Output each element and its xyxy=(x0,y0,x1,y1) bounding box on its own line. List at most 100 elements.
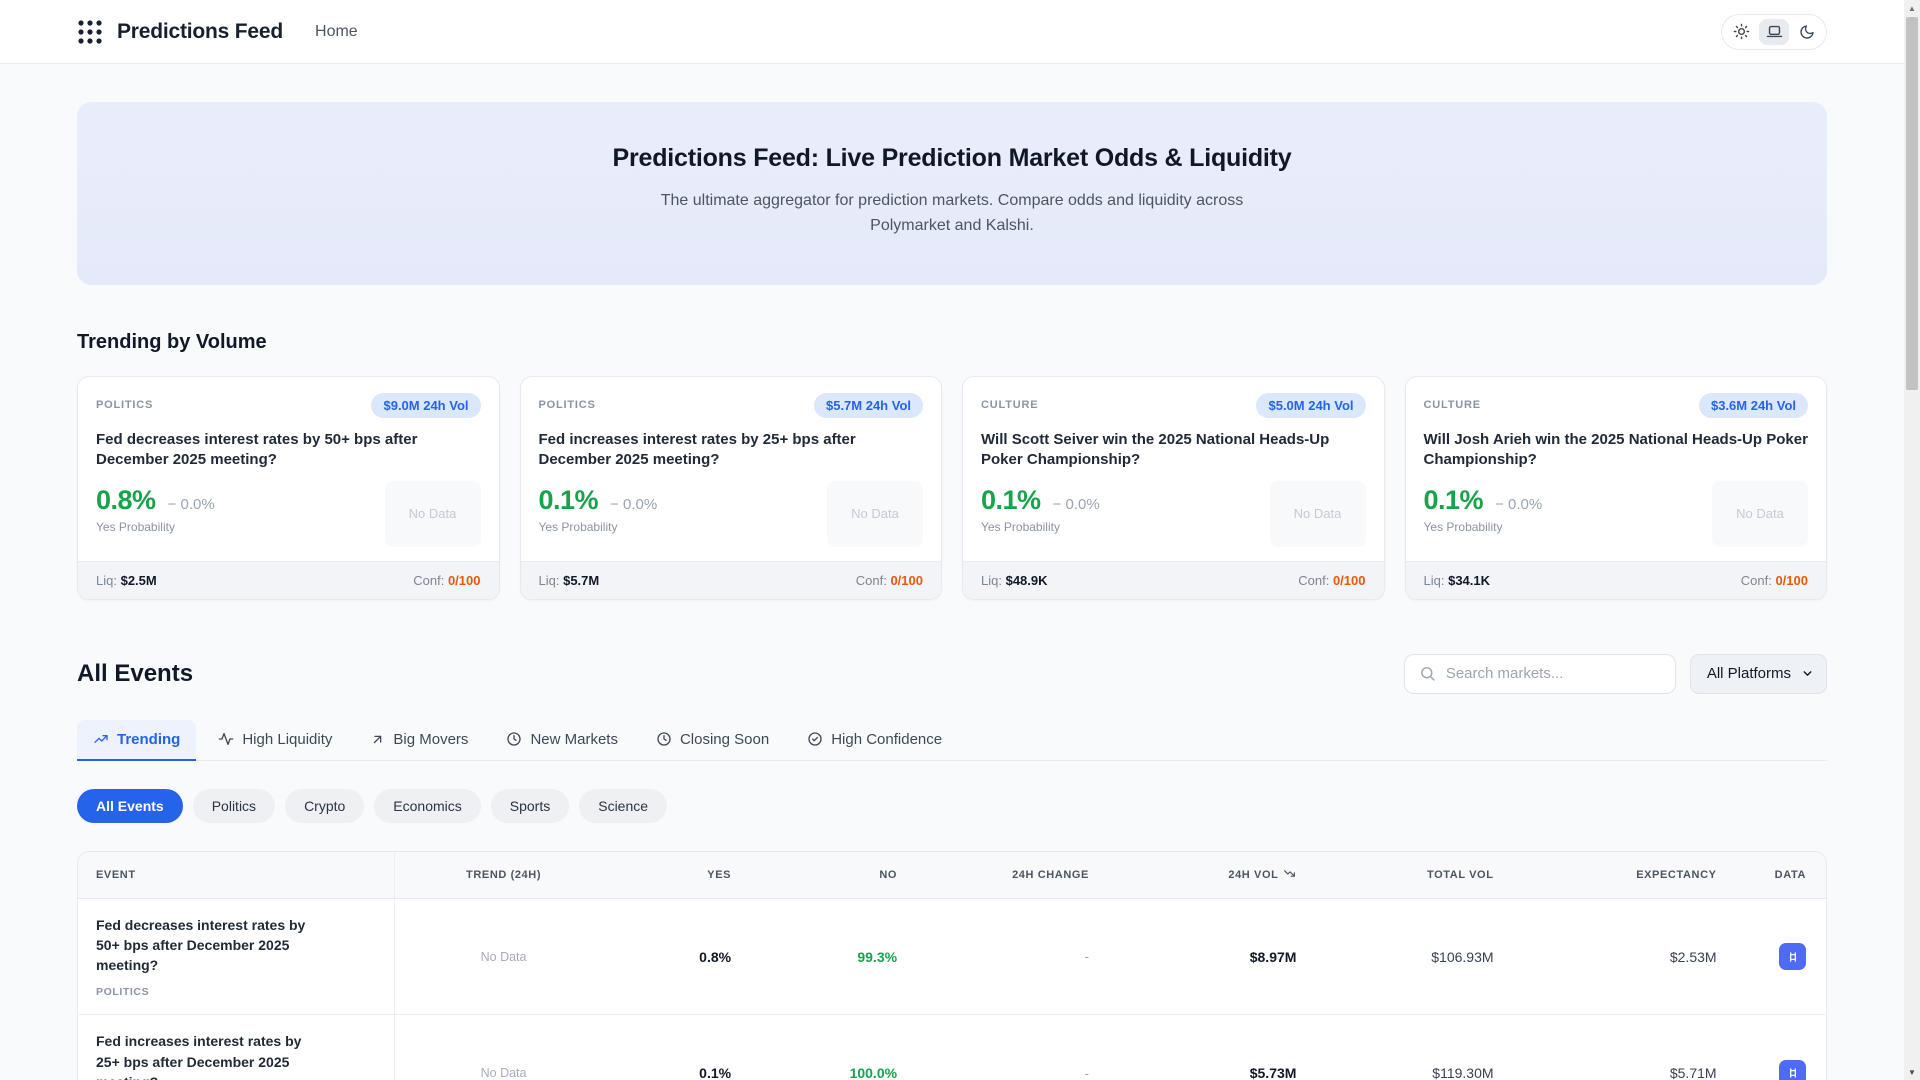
tab-closing-soon[interactable]: Closing Soon xyxy=(640,720,785,761)
filter-sports[interactable]: Sports xyxy=(490,788,570,823)
trending-up-icon xyxy=(94,735,108,744)
trending-card[interactable]: CULTURE $3.6M 24h Vol Will Josh Arieh wi… xyxy=(1404,375,1827,600)
scrollbar-up-arrow[interactable]: ▲ xyxy=(1908,3,1916,13)
scrollbar-down-arrow[interactable]: ▼ xyxy=(1908,1067,1916,1077)
column-header-yes: YES xyxy=(612,851,748,899)
search-input[interactable] xyxy=(1445,665,1661,683)
column-header-no: NO xyxy=(747,851,914,899)
table-row[interactable]: Fed increases interest rates by 25+ bps … xyxy=(78,1014,1826,1080)
check-circle-icon xyxy=(808,732,822,746)
platform-filter-select[interactable]: All Platforms xyxy=(1689,653,1827,694)
clock-icon xyxy=(507,732,522,746)
liquidity-label: Liq: xyxy=(1423,572,1445,588)
column-header-expectancy: EXPECTANCY xyxy=(1509,851,1733,899)
no-cell: 100.0% xyxy=(747,1014,914,1080)
liquidity-value: $34.1K xyxy=(1448,572,1491,588)
arrow-up-right-icon xyxy=(374,735,382,743)
vertical-scrollbar[interactable]: ▲ ▼ xyxy=(1904,0,1920,1080)
scrollbar-thumb[interactable] xyxy=(1906,17,1918,390)
trending-card[interactable]: CULTURE $5.0M 24h Vol Will Scott Seiver … xyxy=(962,375,1385,600)
confidence-value: 0/100 xyxy=(447,572,481,588)
trending-cards: POLITICS $9.0M 24h Vol Fed decreases int… xyxy=(77,375,1827,600)
filter-crypto[interactable]: Crypto xyxy=(285,788,365,823)
column-header-data: DATA xyxy=(1732,851,1826,899)
filter-economics[interactable]: Economics xyxy=(374,788,481,823)
yes-cell: 0.1% xyxy=(612,1014,748,1080)
volume-badge: $9.0M 24h Vol xyxy=(371,392,481,418)
column-header-change: 24H CHANGE xyxy=(913,851,1105,899)
liquidity-value: $48.9K xyxy=(1005,572,1048,588)
card-title: Will Josh Arieh win the 2025 National He… xyxy=(1423,430,1808,468)
liquidity-value: $5.7M xyxy=(563,572,600,588)
tab-high-confidence[interactable]: High Confidence xyxy=(791,720,958,761)
yes-cell: 0.8% xyxy=(612,898,748,1016)
tab-big-movers[interactable]: Big Movers xyxy=(354,720,484,761)
nav-link-home[interactable]: Home xyxy=(315,22,358,40)
view-data-button[interactable] xyxy=(1779,943,1806,971)
tab-label: Closing Soon xyxy=(679,730,770,748)
view-tabs: Trending High Liquidity Big Movers New M… xyxy=(77,719,1827,761)
search-box xyxy=(1403,653,1676,694)
liquidity-label: Liq: xyxy=(538,572,560,588)
events-table: EVENT TREND (24H) YES NO 24H CHANGE 24H … xyxy=(78,851,1826,1080)
theme-toggle xyxy=(1721,13,1827,50)
search-icon xyxy=(1420,667,1435,681)
yes-probability-value: 0.1% xyxy=(981,484,1041,515)
yes-probability-label: Yes Probability xyxy=(96,519,175,534)
sun-icon[interactable] xyxy=(1726,19,1756,45)
vol24h-cell: $8.97M xyxy=(1104,898,1313,1016)
column-header-vol24h-label: 24H VOL xyxy=(1228,868,1279,881)
confidence-value: 0/100 xyxy=(890,572,923,588)
confidence-label: Conf: xyxy=(855,572,887,588)
total-vol-cell: $119.30M xyxy=(1312,1014,1510,1080)
activity-icon xyxy=(219,733,234,746)
trending-card[interactable]: POLITICS $5.7M 24h Vol Fed increases int… xyxy=(519,375,942,600)
card-footer: Liq: $5.7M Conf: 0/100 xyxy=(520,560,941,599)
tab-high-liquidity[interactable]: High Liquidity xyxy=(202,720,348,761)
liquidity-label: Liq: xyxy=(96,572,117,588)
filter-all-events[interactable]: All Events xyxy=(77,788,183,823)
column-header-total: TOTAL VOL xyxy=(1312,851,1510,899)
chart-icon xyxy=(1789,1068,1796,1079)
hero-banner: Predictions Feed: Live Prediction Market… xyxy=(77,102,1827,285)
sparkline-placeholder: No Data xyxy=(1269,480,1366,547)
laptop-icon[interactable] xyxy=(1759,18,1789,45)
filter-politics[interactable]: Politics xyxy=(192,788,276,823)
yes-probability-value: 0.8% xyxy=(96,484,156,515)
card-footer: Liq: $34.1K Conf: 0/100 xyxy=(1405,560,1826,599)
confidence-label: Conf: xyxy=(1298,572,1330,588)
yes-probability-label: Yes Probability xyxy=(1423,519,1503,534)
card-title: Fed increases interest rates by 25+ bps … xyxy=(538,430,856,468)
brand: Predictions Feed xyxy=(77,19,283,45)
total-vol-cell: $106.93M xyxy=(1312,898,1510,1016)
hero-subtitle: The ultimate aggregator for prediction m… xyxy=(660,192,1244,234)
category-filters: All Events Politics Crypto Economics Spo… xyxy=(77,788,1827,823)
brand-title: Predictions Feed xyxy=(117,19,284,43)
table-row[interactable]: Fed decreases interest rates by 50+ bps … xyxy=(78,898,1826,1016)
liquidity-value: $2.5M xyxy=(120,572,157,588)
yes-probability-value: 0.1% xyxy=(538,484,599,515)
expectancy-cell: $2.53M xyxy=(1509,898,1733,1016)
card-title: Will Scott Seiver win the 2025 National … xyxy=(981,430,1330,468)
confidence-label: Conf: xyxy=(1740,572,1772,588)
confidence-label: Conf: xyxy=(413,572,445,588)
card-category: CULTURE xyxy=(1423,399,1481,412)
no-cell: 99.3% xyxy=(747,898,914,1016)
filter-science[interactable]: Science xyxy=(579,788,668,823)
grid-icon xyxy=(78,19,102,44)
view-data-button[interactable] xyxy=(1779,1059,1806,1080)
volume-badge: $5.7M 24h Vol xyxy=(813,392,923,418)
events-table-card: EVENT TREND (24H) YES NO 24H CHANGE 24H … xyxy=(77,850,1827,1080)
liquidity-label: Liq: xyxy=(981,572,1002,588)
tab-new-markets[interactable]: New Markets xyxy=(490,720,634,761)
top-nav: Predictions Feed Home xyxy=(0,0,1904,64)
tab-trending[interactable]: Trending xyxy=(77,719,197,761)
confidence-value: 0/100 xyxy=(1775,572,1808,588)
yes-probability-label: Yes Probability xyxy=(981,519,1060,534)
confidence-value: 0/100 xyxy=(1332,572,1366,588)
sparkline-placeholder: No Data xyxy=(827,480,923,547)
column-header-vol24h[interactable]: 24H VOL xyxy=(1104,851,1313,899)
trending-card[interactable]: POLITICS $9.0M 24h Vol Fed decreases int… xyxy=(77,375,500,600)
moon-icon[interactable] xyxy=(1792,19,1822,45)
event-category: POLITICS xyxy=(96,986,150,999)
